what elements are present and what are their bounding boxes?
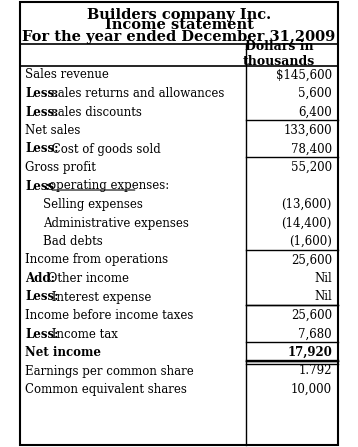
Text: Income tax: Income tax — [48, 328, 118, 341]
Text: Add:: Add: — [25, 272, 55, 285]
Text: Other income: Other income — [44, 272, 129, 285]
Text: Sales revenue: Sales revenue — [25, 68, 109, 81]
Text: 133,600: 133,600 — [284, 124, 332, 137]
Text: 6,400: 6,400 — [298, 105, 332, 118]
Text: Administrative expenses: Administrative expenses — [43, 216, 189, 229]
Text: Nil: Nil — [314, 291, 332, 304]
Text: Builders company Inc.: Builders company Inc. — [87, 8, 271, 22]
Text: 55,200: 55,200 — [291, 161, 332, 174]
Text: Less:: Less: — [25, 291, 59, 304]
Text: (14,400): (14,400) — [282, 216, 332, 229]
Text: Less:: Less: — [25, 143, 59, 156]
Text: Income before income taxes: Income before income taxes — [25, 309, 193, 322]
Text: (1,600): (1,600) — [289, 235, 332, 248]
Text: Nil: Nil — [314, 272, 332, 285]
Text: Less:: Less: — [25, 105, 59, 118]
Text: (13,600): (13,600) — [282, 198, 332, 211]
Text: 17,920: 17,920 — [287, 346, 332, 359]
Text: sales discounts: sales discounts — [48, 105, 142, 118]
Text: Less:: Less: — [25, 87, 59, 100]
Text: Cost of goods sold: Cost of goods sold — [48, 143, 161, 156]
Text: 10,000: 10,000 — [291, 383, 332, 396]
Text: Less:: Less: — [25, 328, 59, 341]
Text: Common equivalent shares: Common equivalent shares — [25, 383, 187, 396]
Text: 1.792: 1.792 — [299, 364, 332, 378]
Text: Selling expenses: Selling expenses — [43, 198, 143, 211]
Text: sales returns and allowances: sales returns and allowances — [48, 87, 225, 100]
Text: Net sales: Net sales — [25, 124, 81, 137]
Text: Interest expense: Interest expense — [48, 291, 152, 304]
Text: 25,600: 25,600 — [291, 253, 332, 266]
Text: For the year ended December 31,2009: For the year ended December 31,2009 — [22, 30, 336, 44]
Text: 78,400: 78,400 — [291, 143, 332, 156]
Text: 7,680: 7,680 — [298, 328, 332, 341]
Text: 25,600: 25,600 — [291, 309, 332, 322]
Text: Income from operations: Income from operations — [25, 253, 168, 266]
Text: Gross profit: Gross profit — [25, 161, 96, 174]
Text: Dollars in
thousands: Dollars in thousands — [243, 40, 315, 68]
Text: Less: Less — [25, 180, 54, 193]
Text: Net income: Net income — [25, 346, 101, 359]
Text: :: : — [45, 180, 53, 193]
Text: Bad debts: Bad debts — [43, 235, 103, 248]
Text: operating expenses:: operating expenses: — [49, 180, 170, 193]
Text: 5,600: 5,600 — [298, 87, 332, 100]
Text: Earnings per common share: Earnings per common share — [25, 364, 194, 378]
Text: Income statement: Income statement — [105, 18, 253, 32]
Text: $145,600: $145,600 — [276, 68, 332, 81]
